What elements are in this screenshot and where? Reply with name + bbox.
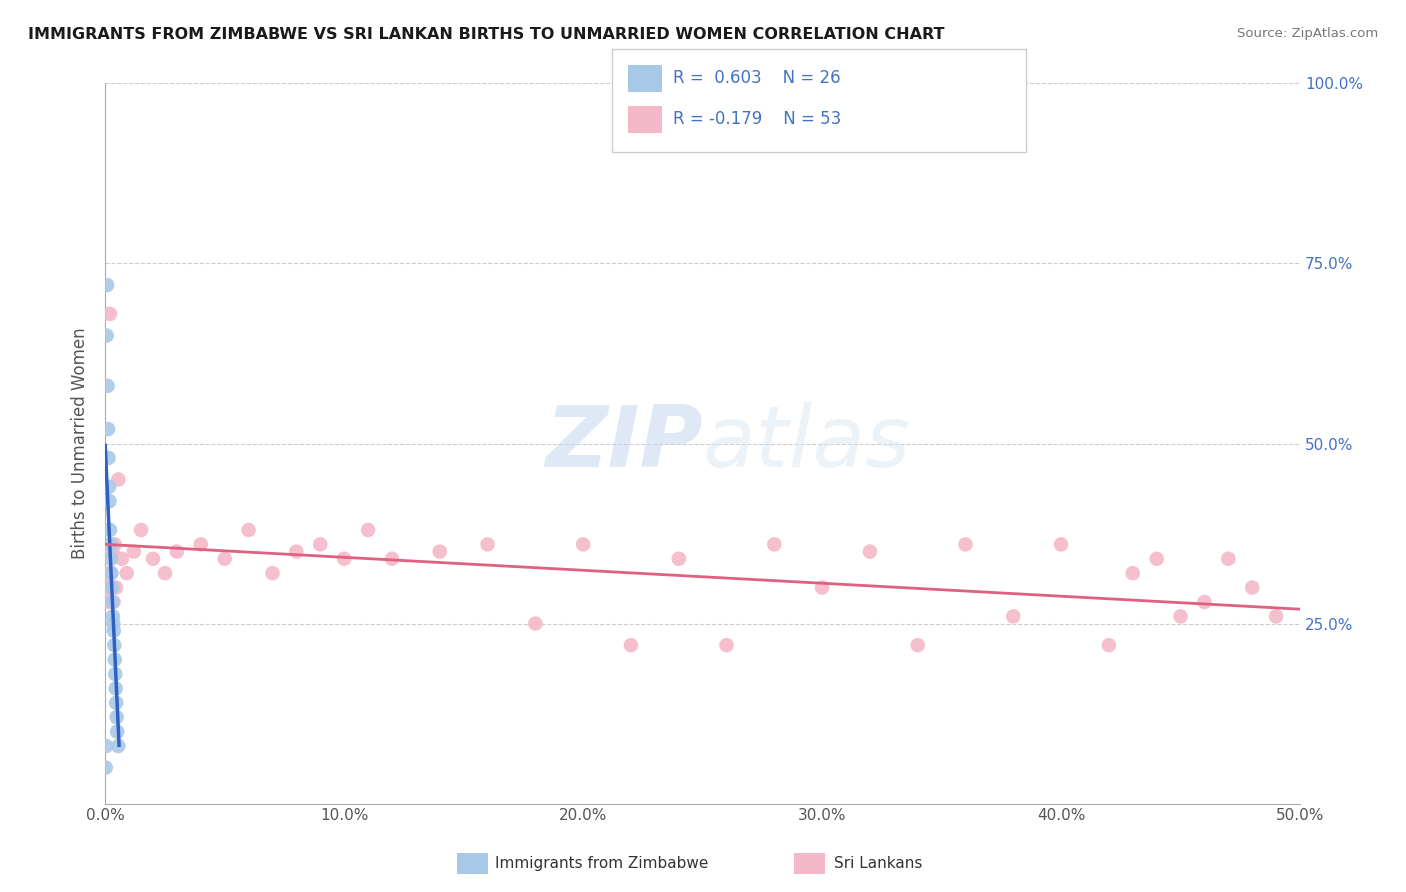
Point [101, 595, 124, 609]
Point [96, 278, 118, 293]
Point [101, 581, 124, 595]
Point [1098, 638, 1121, 652]
Point [98, 307, 121, 321]
Point [97, 450, 120, 465]
Point [100, 551, 122, 566]
Point [1050, 537, 1073, 551]
Point [111, 551, 134, 566]
Point [477, 537, 499, 551]
Point [955, 537, 977, 551]
Point [100, 537, 122, 551]
Point [262, 566, 284, 581]
Point [1002, 609, 1025, 624]
Point [1218, 551, 1240, 566]
Text: atlas: atlas [703, 402, 911, 485]
Point [285, 544, 308, 558]
Point [100, 566, 122, 581]
Point [103, 616, 125, 631]
Point [572, 537, 595, 551]
Point [97, 544, 120, 558]
Point [105, 710, 128, 724]
Text: Sri Lankans: Sri Lankans [834, 856, 922, 871]
Text: Immigrants from Zimbabwe: Immigrants from Zimbabwe [495, 856, 709, 871]
Point [104, 652, 127, 666]
Point [1146, 551, 1168, 566]
Point [96, 328, 118, 343]
Point [381, 551, 404, 566]
Point [763, 537, 786, 551]
Point [98, 494, 121, 508]
Point [103, 595, 125, 609]
Point [429, 544, 451, 558]
Point [190, 537, 212, 551]
Point [716, 638, 738, 652]
Point [142, 551, 165, 566]
Point [98, 523, 121, 537]
Point [96, 566, 118, 581]
Text: R = -0.179    N = 53: R = -0.179 N = 53 [673, 110, 842, 128]
Point [309, 537, 332, 551]
Point [1122, 566, 1144, 581]
Point [153, 566, 176, 581]
Point [115, 566, 138, 581]
Point [101, 609, 124, 624]
Point [122, 544, 145, 558]
Point [98, 581, 121, 595]
Point [101, 544, 124, 558]
Point [1241, 581, 1264, 595]
Text: Source: ZipAtlas.com: Source: ZipAtlas.com [1237, 27, 1378, 40]
Point [620, 638, 643, 652]
Point [97, 566, 120, 581]
Point [333, 551, 356, 566]
Point [1194, 595, 1216, 609]
Point [103, 638, 125, 652]
Text: R =  0.603    N = 26: R = 0.603 N = 26 [673, 69, 841, 87]
Point [97, 422, 120, 436]
Point [96, 595, 118, 609]
Point [129, 523, 152, 537]
Point [104, 581, 127, 595]
Text: IMMIGRANTS FROM ZIMBABWE VS SRI LANKAN BIRTHS TO UNMARRIED WOMEN CORRELATION CHA: IMMIGRANTS FROM ZIMBABWE VS SRI LANKAN B… [28, 27, 945, 42]
Point [166, 544, 188, 558]
Point [96, 739, 118, 753]
Point [98, 480, 121, 494]
Point [668, 551, 690, 566]
Point [907, 638, 929, 652]
Point [104, 537, 127, 551]
Point [238, 523, 260, 537]
Point [100, 544, 122, 558]
Point [96, 581, 118, 595]
Point [105, 696, 128, 710]
Point [357, 523, 380, 537]
Point [94, 761, 117, 775]
Point [98, 581, 121, 595]
Point [100, 566, 122, 581]
Point [859, 544, 882, 558]
Point [1170, 609, 1192, 624]
Point [104, 667, 127, 681]
Point [104, 681, 127, 696]
Point [105, 724, 128, 739]
Point [107, 473, 129, 487]
Point [103, 624, 125, 638]
Point [97, 379, 120, 393]
Point [524, 616, 547, 631]
Y-axis label: Births to Unmarried Women: Births to Unmarried Women [72, 327, 89, 559]
Point [811, 581, 834, 595]
Text: ZIP: ZIP [546, 402, 703, 485]
Point [1265, 609, 1288, 624]
Point [214, 551, 236, 566]
Point [107, 739, 129, 753]
